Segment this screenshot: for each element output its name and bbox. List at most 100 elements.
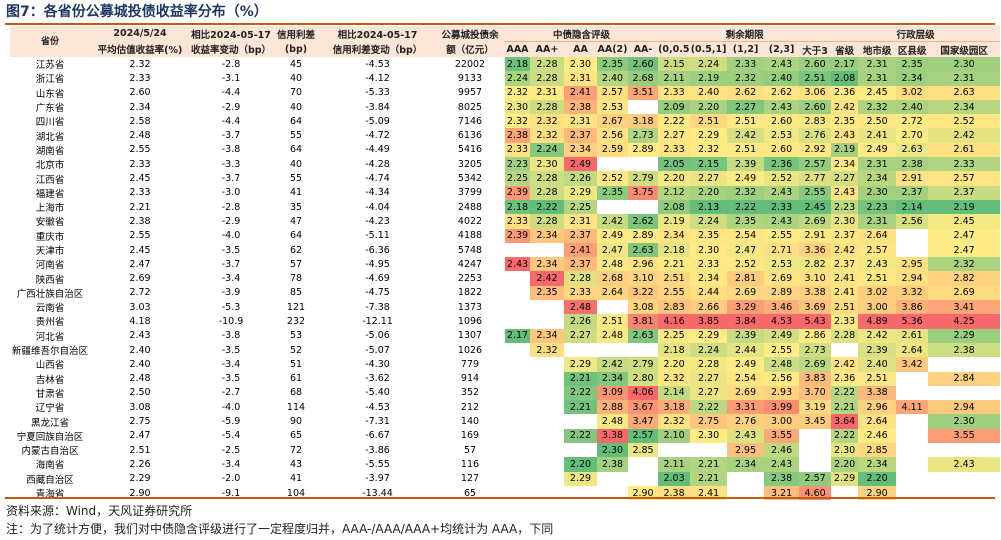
- rating-heat-cell: [505, 400, 530, 414]
- admin-heat-cell: 2.95: [896, 257, 929, 272]
- rating-heat-cell: 2.38: [564, 99, 597, 115]
- spread-change-cell: -3.84: [365, 101, 390, 113]
- rating-heat-cell: [564, 343, 597, 357]
- avg-yield-cell: 2.33: [129, 187, 151, 199]
- header-chg2-line2: 信用利差变动（bp）: [320, 41, 435, 57]
- admin-heat-cell: 3.02: [896, 85, 929, 100]
- admin-heat-cell: 2.17: [831, 57, 859, 72]
- yield-change-cell: -2.5: [221, 444, 241, 456]
- rating-heat-cell: 2.32: [530, 114, 564, 129]
- admin-heat-cell: [928, 386, 1000, 400]
- term-heat-cell: 2.86: [799, 328, 832, 343]
- rating-heat-cell: 2.34: [530, 257, 564, 272]
- rating-heat-cell: 2.29: [564, 185, 597, 200]
- spread-change-cell: -4.69: [365, 273, 390, 285]
- term-heat-cell: 3.31: [727, 400, 765, 415]
- credit-spread-cell: 90: [289, 416, 303, 428]
- rating-heat-cell: 2.59: [597, 142, 628, 158]
- term-heat-cell: 2.43: [727, 428, 765, 444]
- admin-heat-cell: 2.36: [831, 371, 859, 386]
- term-heat-cell: 2.71: [764, 242, 800, 258]
- rating-heat-cell: 2.48: [597, 414, 628, 429]
- term-heat-cell: 2.51: [799, 71, 832, 86]
- term-heat-cell: 2.82: [799, 257, 832, 272]
- term-heat-cell: 2.22: [727, 199, 765, 215]
- term-heat-cell: 2.27: [690, 385, 728, 401]
- term-heat-cell: 2.34: [727, 457, 765, 472]
- term-heat-cell: 2.51: [690, 114, 728, 129]
- yield-change-cell: -3.5: [221, 244, 241, 256]
- term-heat-cell: 2.46: [764, 443, 800, 458]
- admin-heat-cell: 2.08: [831, 71, 859, 86]
- term-heat-cell: 2.83: [799, 114, 832, 129]
- header-rating-col: AA-: [628, 41, 659, 57]
- header-term-col: (0,0.5]: [658, 41, 691, 57]
- avg-yield-cell: 2.33: [129, 158, 151, 170]
- province-cell: 江苏省: [35, 60, 65, 72]
- rating-heat-cell: [530, 443, 564, 457]
- term-heat-cell: 2.20: [690, 185, 728, 200]
- balance-cell: 212: [460, 401, 480, 413]
- province-cell: 广西壮族自治区: [16, 288, 84, 300]
- province-cell: 陕西省: [35, 274, 65, 286]
- admin-heat-cell: 2.31: [858, 71, 897, 86]
- yield-change-cell: -3.8: [221, 144, 241, 156]
- term-heat-cell: [799, 443, 831, 457]
- admin-heat-cell: 2.37: [896, 185, 929, 200]
- term-heat-cell: 2.76: [799, 128, 832, 143]
- term-heat-cell: 2.18: [658, 342, 691, 358]
- header-chg1-line2: 收益率变动（bp）: [190, 41, 272, 57]
- avg-yield-cell: 2.51: [129, 444, 151, 456]
- header-spread-line1: 信用利差: [272, 26, 320, 42]
- province-cell: 天津市: [35, 246, 65, 257]
- balance-cell: 914: [460, 373, 480, 385]
- admin-heat-cell: 2.31: [858, 57, 897, 72]
- rating-heat-cell: [530, 243, 564, 257]
- admin-heat-cell: 2.40: [858, 357, 897, 372]
- admin-heat-cell: 2.45: [928, 214, 1001, 229]
- balance-cell: 9957: [457, 87, 483, 99]
- admin-heat-cell: 4.25: [928, 314, 1001, 329]
- balance-cell: 9133: [457, 72, 483, 84]
- admin-heat-cell: 2.34: [858, 171, 897, 186]
- balance-cell: 3205: [457, 158, 483, 170]
- avg-yield-cell: 2.26: [129, 458, 151, 470]
- admin-heat-cell: 3.86: [896, 300, 929, 315]
- term-heat-cell: 2.55: [799, 185, 832, 200]
- admin-heat-cell: [896, 443, 928, 457]
- rating-heat-cell: 3.22: [628, 285, 659, 301]
- header-bal-line2: 额（亿元）: [435, 41, 505, 57]
- table-row: 江苏省 2.32 -2.8 45 -4.53 22002 2.18 2.28 2.30 2.35 2…: [10, 57, 1001, 72]
- term-heat-cell: 2.52: [764, 171, 800, 186]
- term-heat-cell: 3.06: [799, 85, 832, 100]
- term-heat-cell: 2.40: [690, 85, 728, 100]
- table-row: 江西省 2.45 -3.7 55 -4.74 5342 2.25 2.28 2.26 2.52 2.…: [10, 171, 1001, 186]
- balance-cell: 4022: [457, 215, 483, 227]
- credit-spread-cell: 35: [289, 201, 303, 213]
- avg-yield-cell: 2.47: [129, 258, 151, 270]
- term-heat-cell: 4.60: [799, 485, 832, 501]
- rating-heat-cell: 3.08: [628, 300, 659, 315]
- admin-heat-cell: 3.32: [896, 285, 929, 301]
- table-row: 上海市 2.21 -2.8 35 -4.04 2488 2.18 2.22 2.25 2.08 2.…: [10, 199, 1001, 215]
- table-row: 山西省 2.40 -3.4 51 -4.30 779 2.29 2.42 2.79 2.20 2.2…: [10, 357, 1000, 372]
- credit-spread-cell: 72: [289, 444, 303, 456]
- term-heat-cell: 4.16: [658, 314, 691, 329]
- yield-change-cell: -3.5: [221, 373, 241, 385]
- balance-cell: 5416: [457, 144, 483, 156]
- rating-heat-cell: 2.52: [597, 171, 628, 186]
- admin-heat-cell: 2.20: [858, 471, 897, 486]
- yield-change-cell: -4.4: [221, 115, 241, 127]
- admin-heat-cell: 2.47: [928, 242, 1001, 258]
- header-group-term: 剩余期限: [658, 26, 832, 42]
- table-row: 北京市 2.33 -3.3 40 -4.28 3205 2.23 2.30 2.49 2.05 2.…: [10, 157, 1001, 172]
- term-heat-cell: 3.38: [799, 285, 832, 301]
- admin-heat-cell: [896, 414, 928, 428]
- term-heat-cell: 2.44: [690, 285, 728, 301]
- admin-heat-cell: 2.32: [858, 99, 897, 115]
- balance-cell: 1096: [457, 315, 483, 327]
- rating-heat-cell: [530, 386, 564, 400]
- rating-heat-cell: 3.18: [628, 114, 659, 129]
- term-heat-cell: 2.69: [799, 357, 832, 372]
- table-row: 安徽省 2.38 -2.9 47 -4.23 4022 2.33 2.28 2.31 2.42 2.…: [10, 214, 1001, 229]
